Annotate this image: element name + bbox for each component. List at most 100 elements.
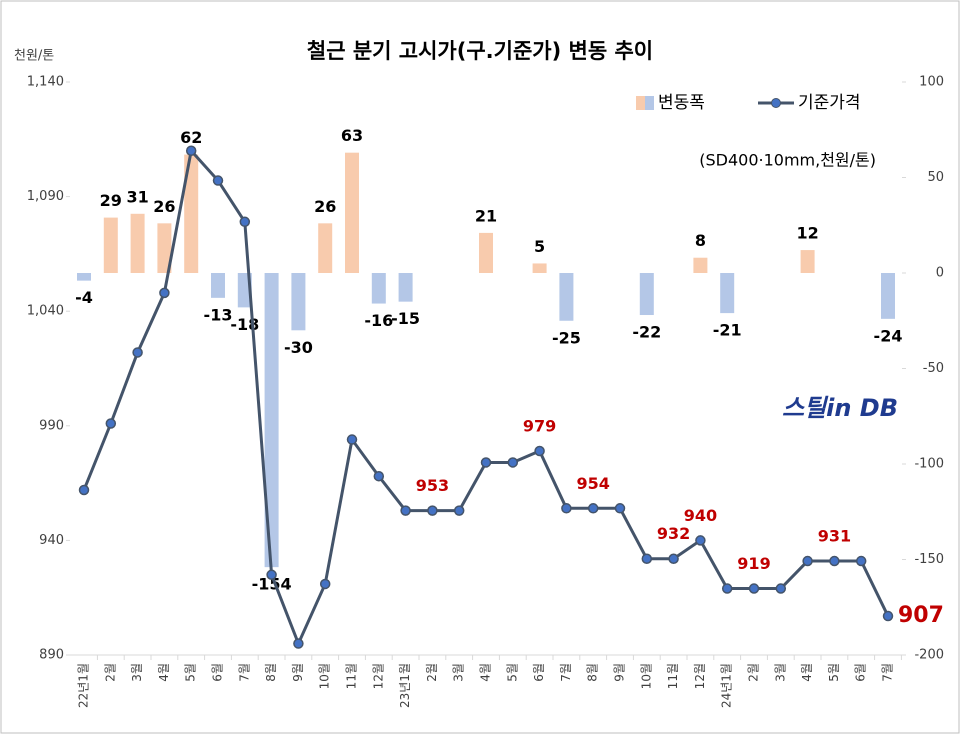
x-tick-label: 11월 (345, 663, 359, 689)
bar-value-label: -4 (75, 288, 93, 307)
line-marker (453, 505, 465, 516)
legend-swatch (636, 96, 645, 110)
legend-swatch (771, 98, 781, 108)
logo: 스틸in DB (782, 394, 898, 422)
line-marker (668, 553, 679, 564)
bar (800, 250, 815, 273)
line-marker (829, 555, 840, 567)
line-marker (748, 583, 760, 594)
legend-swatch (645, 96, 654, 110)
chart-title: 철근 분기 고시가(구.기준가) 변동 추이 (307, 39, 653, 63)
bar-value-label: -21 (713, 321, 742, 340)
line-marker (882, 610, 894, 622)
x-tick-label: 8월 (586, 663, 600, 682)
line-value-label: 907 (898, 603, 944, 628)
x-tick-label: 7월 (559, 663, 573, 682)
x-tick-label: 6월 (854, 663, 868, 682)
y2-tick-label: -50 (923, 361, 944, 376)
x-tick-label: 4월 (800, 663, 814, 682)
bar (184, 154, 199, 273)
x-tick-label: 4월 (157, 663, 171, 682)
x-tick-label: 3월 (773, 663, 787, 682)
x-tick-label: 7월 (881, 663, 895, 682)
line-marker (587, 503, 599, 514)
line-marker (293, 638, 304, 649)
line-marker (855, 555, 867, 567)
y-tick-label: 1,090 (27, 189, 64, 204)
bar-value-label: 62 (180, 128, 202, 147)
bar (345, 152, 359, 273)
x-tick-label: 2월 (747, 663, 761, 682)
bar (130, 213, 145, 273)
bar-value-label: -22 (632, 323, 661, 342)
x-tick-label: 10월 (318, 663, 332, 689)
y2-tick-label: -100 (914, 457, 944, 472)
bar (532, 263, 547, 273)
line-marker (614, 503, 626, 514)
y2-tick-label: 0 (936, 266, 944, 281)
x-tick-label: 2월 (103, 663, 117, 682)
bar (211, 273, 225, 298)
y-axis-label: 천원/톤 (14, 49, 54, 64)
x-tick-label: 23년1월 (398, 663, 412, 708)
bar (559, 273, 574, 321)
y2-tick-label: 50 (927, 170, 944, 185)
line-marker (507, 457, 519, 468)
annotation: (SD400·10mm,천원/톤) (699, 151, 876, 170)
bar (479, 232, 493, 273)
line-marker (400, 505, 411, 516)
y-tick-label: 890 (39, 648, 64, 663)
line-marker (346, 434, 358, 445)
bar-value-label: 63 (341, 126, 363, 145)
line-marker (212, 175, 224, 186)
bar (693, 257, 708, 273)
bar-value-label: -24 (874, 326, 903, 345)
bar (318, 223, 333, 273)
x-tick-label: 12월 (693, 663, 707, 689)
bar-value-label: 12 (796, 224, 818, 243)
line-marker (427, 505, 438, 516)
line-value-label: 931 (818, 527, 851, 546)
x-tick-label: 5월 (827, 663, 841, 682)
line-value-label: 940 (684, 506, 717, 525)
bar-value-label: 21 (475, 206, 497, 225)
x-tick-label: 8월 (264, 663, 278, 682)
bar-value-label: -18 (230, 315, 259, 334)
line-value-label: 932 (657, 524, 690, 543)
legend-label: 변동폭 (658, 93, 705, 113)
bar-value-label: -30 (284, 338, 313, 357)
bar (157, 223, 172, 273)
x-tick-label: 11월 (666, 663, 680, 689)
line-marker (185, 145, 197, 157)
bar-value-label: 29 (100, 191, 122, 210)
bar-value-label: -15 (391, 309, 420, 328)
line-value-label: 954 (576, 474, 609, 493)
y-tick-label: 990 (39, 418, 64, 433)
bar-value-label: -25 (552, 328, 581, 347)
x-tick-label: 22년1월 (77, 663, 91, 708)
bar-value-label: 26 (314, 197, 336, 216)
x-tick-label: 4월 (479, 663, 493, 682)
x-tick-label: 7월 (237, 663, 251, 682)
line-marker (775, 583, 787, 594)
y2-tick-label: -200 (914, 648, 944, 663)
line-marker (480, 457, 492, 468)
y-tick-label: 1,140 (27, 75, 64, 90)
line-value-label: 953 (416, 476, 449, 495)
x-tick-label: 5월 (184, 663, 198, 682)
bar-value-label: 5 (534, 237, 545, 256)
bar (264, 273, 279, 568)
line-value-label: 979 (523, 417, 556, 436)
y-tick-label: 940 (39, 533, 64, 548)
x-tick-label: 24년1월 (720, 663, 734, 708)
x-tick-label: 12월 (371, 663, 385, 689)
bar-value-label: -16 (364, 311, 393, 330)
x-tick-label: 3월 (452, 663, 466, 682)
line-marker (159, 287, 170, 299)
bar (639, 273, 654, 316)
line-marker (534, 445, 545, 457)
bar-value-label: 31 (126, 187, 148, 206)
line-marker (319, 578, 331, 590)
